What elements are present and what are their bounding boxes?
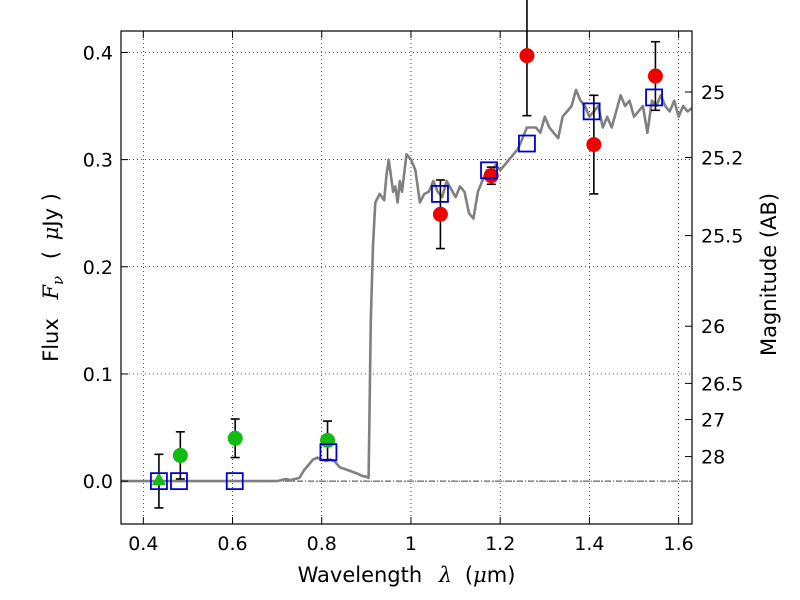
- y-axis-label-unit-rest: Jy ): [39, 193, 63, 229]
- y-right-tick-label: 27: [701, 409, 725, 431]
- y-axis-label: Flux Fν ( μJy ): [39, 193, 68, 362]
- optical-data-point: [320, 432, 336, 448]
- optical-data-point: [227, 430, 243, 446]
- y-tick-label: 0.4: [83, 42, 113, 64]
- optical-upper-limit-marker: [151, 472, 166, 486]
- y-tick-label: 0.0: [83, 471, 113, 493]
- model-photometry-marker: [645, 88, 663, 107]
- model-photometry-marker: [150, 472, 168, 491]
- y-tick-label: 0.2: [83, 257, 113, 279]
- model-photometry-marker: [225, 472, 244, 491]
- x-tick-label: 1.2: [485, 533, 515, 555]
- y-right-tick-label: 26.5: [701, 373, 743, 395]
- model-photometry-marker: [480, 161, 498, 180]
- x-axis-label-text: Wavelength: [298, 563, 423, 587]
- model-photometry-marker: [319, 443, 338, 462]
- axes-frame: [120, 30, 693, 525]
- grid-lines: [121, 31, 692, 524]
- y-axis-right-label: Magnitude (AB): [757, 193, 781, 356]
- y-axis-label-text: Flux: [39, 318, 63, 362]
- nir-data-point: [483, 168, 499, 184]
- x-tick-label: 1.4: [574, 533, 604, 555]
- optical-data-point: [172, 447, 188, 463]
- y-axis-label-subscript: ν: [49, 276, 67, 285]
- y-right-tick-label: 25.2: [701, 147, 743, 169]
- x-tick-label: 0.4: [128, 533, 158, 555]
- nir-data-point: [432, 206, 448, 222]
- x-tick-label: 1: [405, 533, 417, 555]
- y-right-tick-label: 25: [701, 82, 725, 104]
- axis-ticks: 0.4 0.6 0.8 1 1.2 1.4 1.6 0.0 0.1 0.2 0.3 0.4 25 25.2…: [83, 31, 743, 555]
- y-axis-label-unit-open: (: [39, 251, 63, 259]
- y-right-tick-label: 25.5: [701, 226, 743, 248]
- x-axis-label-symbol: λ: [438, 563, 452, 587]
- x-tick-label: 0.6: [217, 533, 247, 555]
- nir-data-point: [519, 48, 535, 64]
- y-tick-label: 0.1: [83, 364, 113, 386]
- nir-data-point: [586, 137, 602, 153]
- x-axis-label-unit-mu: μ: [473, 563, 487, 587]
- x-tick-label: 0.8: [307, 533, 337, 555]
- x-axis-label-unit-rest: m): [487, 563, 516, 587]
- plot-area: [121, 0, 693, 509]
- model-spectrum-line: [121, 88, 693, 483]
- x-tick-label: 1.6: [664, 533, 694, 555]
- y-right-tick-label: 26: [701, 316, 725, 338]
- y-tick-label: 0.3: [83, 150, 113, 172]
- model-photometry-marker: [518, 134, 536, 153]
- y-axis-label-unit-mu: μ: [39, 227, 63, 241]
- y-right-tick-label: 28: [701, 447, 725, 469]
- model-photometry-marker: [431, 185, 449, 203]
- y-axis-label-symbol: F: [39, 284, 63, 301]
- model-photometry-marker: [582, 102, 601, 121]
- model-photometry-marker: [170, 472, 188, 491]
- x-axis-label-unit-open: (: [465, 563, 473, 587]
- nir-data-point: [647, 68, 663, 84]
- x-axis-label: Wavelength λ (μm): [298, 563, 516, 587]
